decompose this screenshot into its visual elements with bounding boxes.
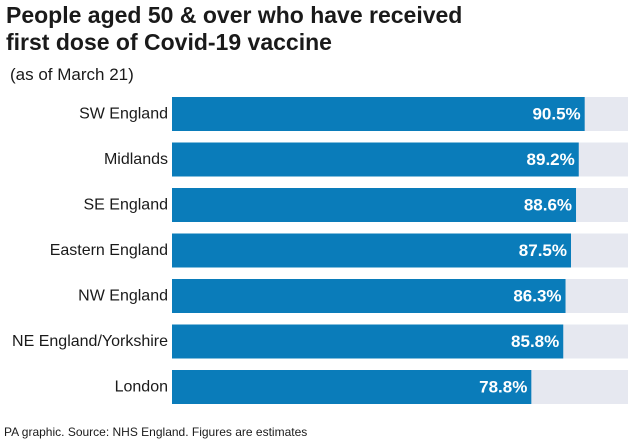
chart-subtitle: (as of March 21): [10, 65, 134, 84]
category-label: Midlands: [104, 151, 168, 168]
value-label: 85.8%: [511, 332, 559, 351]
value-label: 89.2%: [527, 150, 575, 169]
value-label: 86.3%: [513, 287, 561, 306]
chart-title-line-2: first dose of Covid-19 vaccine: [6, 29, 332, 55]
value-label: 78.8%: [479, 378, 527, 397]
bar: [172, 142, 579, 177]
bar: [172, 324, 564, 359]
value-label: 90.5%: [532, 105, 580, 124]
bar: [172, 233, 571, 268]
chart-title-line-1: People aged 50 & over who have received: [6, 2, 463, 28]
value-label: 87.5%: [519, 241, 567, 260]
chart-title: People aged 50 & over who have received …: [6, 2, 626, 56]
category-label: SW England: [79, 106, 168, 123]
category-label: London: [115, 379, 168, 396]
bar: [172, 97, 585, 131]
bar: [172, 188, 577, 222]
bar: [172, 279, 566, 313]
category-label: Eastern England: [50, 242, 168, 259]
source-note: PA graphic. Source: NHS England. Figures…: [4, 425, 308, 439]
category-label: NE England/Yorkshire: [12, 333, 168, 350]
value-label: 88.6%: [524, 196, 572, 215]
bar: [172, 370, 532, 404]
category-label: NW England: [78, 288, 168, 305]
category-label: SE England: [83, 197, 168, 214]
